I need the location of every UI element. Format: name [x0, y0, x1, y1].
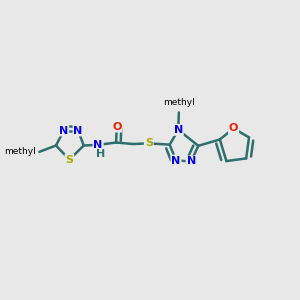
Text: H: H — [96, 149, 106, 159]
Text: O: O — [112, 122, 122, 132]
Text: S: S — [145, 138, 153, 148]
Text: N: N — [94, 140, 103, 150]
Text: N: N — [59, 125, 68, 136]
Text: N: N — [74, 125, 83, 136]
Text: O: O — [229, 123, 238, 134]
Text: methyl: methyl — [4, 147, 36, 156]
Text: N: N — [174, 125, 183, 135]
Text: N: N — [187, 156, 196, 167]
Text: S: S — [65, 154, 74, 165]
Text: N: N — [171, 155, 181, 166]
Text: methyl: methyl — [163, 98, 195, 107]
